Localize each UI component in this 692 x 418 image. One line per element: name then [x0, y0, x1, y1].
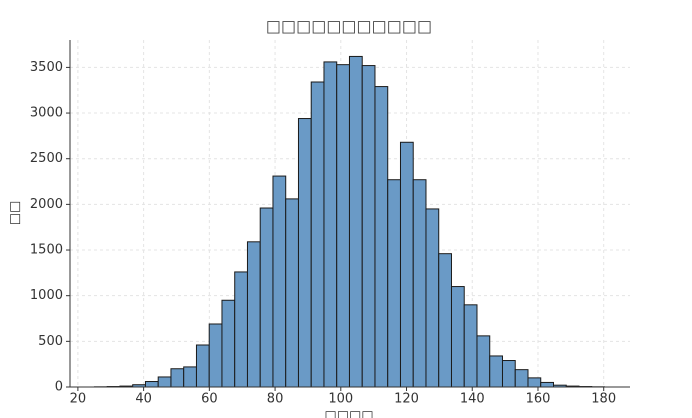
y-tick-label: 2500	[30, 151, 63, 166]
x-tick-label: 80	[267, 392, 284, 407]
y-tick-label: 500	[38, 334, 63, 349]
bar	[272, 175, 287, 388]
bar	[144, 381, 159, 388]
bar	[323, 61, 338, 388]
bar	[425, 208, 440, 388]
y-tick-label: 1500	[30, 243, 63, 258]
bar	[489, 355, 503, 388]
bar	[259, 207, 274, 388]
bar	[361, 65, 376, 388]
bar	[170, 368, 185, 388]
bar	[297, 118, 312, 388]
x-tick-label: 160	[526, 392, 551, 407]
x-tick-label: 100	[328, 392, 353, 407]
bar	[157, 376, 172, 388]
bar	[234, 271, 248, 388]
bar	[463, 304, 478, 388]
bar	[221, 299, 236, 388]
x-axis-label: □□□□	[324, 409, 373, 418]
bar	[450, 286, 465, 388]
x-tick-label: 180	[591, 392, 616, 407]
bar	[399, 141, 414, 388]
y-tick-label: 0	[55, 380, 63, 395]
bar	[208, 323, 223, 388]
bar	[374, 86, 389, 388]
bar	[527, 377, 542, 388]
x-tick-label: 40	[135, 392, 152, 407]
y-axis-label: □□	[8, 201, 23, 226]
x-tick-label: 20	[70, 392, 87, 407]
bar	[195, 344, 210, 388]
bar	[501, 360, 516, 388]
bar	[540, 381, 554, 388]
bar	[412, 179, 427, 388]
x-tick-label: 120	[394, 392, 419, 407]
bar	[387, 179, 401, 388]
y-tick-label: 3000	[30, 106, 63, 121]
bar	[285, 198, 299, 388]
bar	[310, 81, 325, 388]
x-tick-label: 140	[460, 392, 485, 407]
bar	[438, 253, 452, 388]
bar	[336, 64, 350, 388]
y-tick-label: 3500	[30, 60, 63, 75]
bar	[476, 335, 491, 388]
x-tick-label: 60	[201, 392, 218, 407]
bar	[348, 55, 363, 388]
chart-title: □□□□□□□□□□□	[266, 17, 432, 36]
bar	[246, 241, 261, 388]
y-tick-label: 2000	[30, 197, 63, 212]
bar	[183, 366, 197, 388]
y-tick-label: 1000	[30, 288, 63, 303]
bar	[514, 369, 529, 388]
